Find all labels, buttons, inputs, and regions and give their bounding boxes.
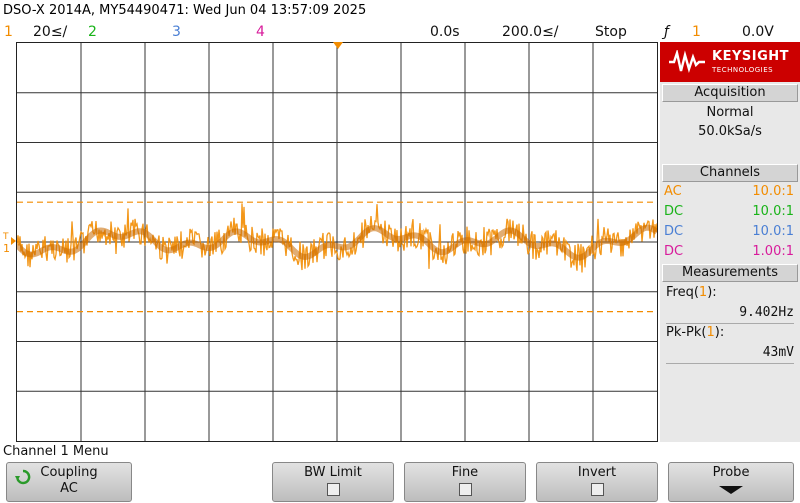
pkpk-value: 43mV xyxy=(762,345,794,360)
freq-label: Freq(1): xyxy=(666,285,717,300)
channel-coupling: DC xyxy=(664,204,684,219)
brand-name: KEYSIGHT xyxy=(712,49,789,64)
coupling-value: AC xyxy=(60,481,78,496)
graticule xyxy=(17,43,657,441)
probe-label: Probe xyxy=(712,465,750,480)
pkpk-label: Pk-Pk(1): xyxy=(666,325,724,340)
trigger-source[interactable]: 1 xyxy=(692,24,701,40)
channel-probe: 10.0:1 xyxy=(752,184,794,199)
ch1-trace-core xyxy=(17,224,657,261)
fine-label: Fine xyxy=(451,465,479,480)
time-scale[interactable]: 200.0≤/ xyxy=(502,24,559,40)
ch1-ground-marker[interactable]: T 1 xyxy=(3,230,10,254)
ch1-scale[interactable]: 20≤/ xyxy=(33,24,68,40)
channel-coupling: AC xyxy=(664,184,682,199)
channel-coupling: DC xyxy=(664,244,684,259)
channels-heading: Channels xyxy=(662,164,798,182)
channel-row-1[interactable]: AC 10.0:1 xyxy=(660,182,800,202)
measurements-heading: Measurements xyxy=(662,264,798,282)
submenu-arrow-icon xyxy=(719,486,743,494)
ch2-number[interactable]: 2 xyxy=(88,24,97,40)
bw-limit-label: BW Limit xyxy=(304,465,362,480)
bw-limit-softkey[interactable]: BW Limit xyxy=(272,462,394,502)
run-state[interactable]: Stop xyxy=(595,24,627,40)
pkpk-label-text: Pk-Pk(1): xyxy=(666,325,725,340)
channel-probe: 10.0:1 xyxy=(752,224,794,239)
trigger-edge-icon: ƒ xyxy=(664,24,669,40)
pkpk-channel-number: 1 xyxy=(706,325,715,340)
ch4-number[interactable]: 4 xyxy=(256,24,265,40)
invert-softkey[interactable]: Invert xyxy=(536,462,658,502)
ch1-ground-arrow-icon xyxy=(11,237,16,245)
channel-row-3[interactable]: DC 10.0:1 xyxy=(660,222,800,242)
fine-checkbox[interactable] xyxy=(458,483,472,496)
cycle-arrows-icon xyxy=(15,469,31,485)
brand-logo: KEYSIGHT TECHNOLOGIES xyxy=(660,42,800,82)
channel-coupling: DC xyxy=(664,224,684,239)
channel-probe: 1.00:1 xyxy=(752,244,794,259)
probe-softkey[interactable]: Probe xyxy=(668,462,794,502)
channel-row-4[interactable]: DC 1.00:1 xyxy=(660,242,800,262)
trigger-level[interactable]: 0.0V xyxy=(742,24,774,40)
freq-label-text: Freq(1): xyxy=(666,285,717,300)
status-bar: 1 20≤/ 2 3 4 0.0s 200.0≤/ Stop ƒ 1 0.0V xyxy=(0,22,800,42)
ch1-ground-label: 1 xyxy=(3,242,10,255)
acquisition-rate: 50.0kSa/s xyxy=(698,124,762,139)
coupling-label: Coupling xyxy=(40,465,98,480)
trigger-position-marker[interactable] xyxy=(333,42,343,49)
acquisition-heading: Acquisition xyxy=(662,84,798,102)
invert-label: Invert xyxy=(577,465,617,480)
channel-row-2[interactable]: DC 10.0:1 xyxy=(660,202,800,222)
bw-limit-checkbox[interactable] xyxy=(326,483,340,496)
keysight-wave-icon xyxy=(669,50,705,74)
time-delay[interactable]: 0.0s xyxy=(430,24,460,40)
ch3-number[interactable]: 3 xyxy=(172,24,181,40)
channel-probe: 10.0:1 xyxy=(752,204,794,219)
invert-checkbox[interactable] xyxy=(590,483,604,496)
fine-softkey[interactable]: Fine xyxy=(404,462,526,502)
trigger-level-icon: T xyxy=(3,232,9,242)
menu-title: Channel 1 Menu xyxy=(3,444,109,459)
window-title: DSO-X 2014A, MY54490471: Wed Jun 04 13:5… xyxy=(3,3,367,18)
side-panel: KEYSIGHT TECHNOLOGIES Acquisition Normal… xyxy=(660,42,800,442)
freq-channel-number: 1 xyxy=(698,285,708,300)
divider xyxy=(666,363,794,364)
brand-sub: TECHNOLOGIES xyxy=(712,66,774,74)
freq-value: 9.402Hz xyxy=(739,305,794,320)
divider xyxy=(666,323,794,324)
ch1-number[interactable]: 1 xyxy=(4,24,13,40)
acquisition-mode: Normal xyxy=(706,105,754,120)
waveform-display[interactable] xyxy=(16,42,658,442)
coupling-softkey[interactable]: Coupling AC xyxy=(6,462,132,502)
